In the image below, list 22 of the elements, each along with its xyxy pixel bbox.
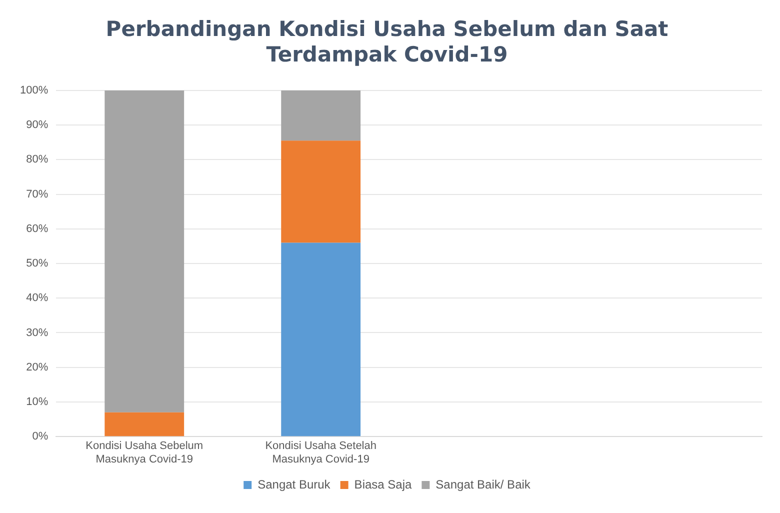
y-tick-label: 100% bbox=[20, 84, 48, 96]
bar bbox=[281, 90, 361, 141]
legend-label: Sangat Buruk bbox=[258, 477, 332, 492]
y-tick-label: 40% bbox=[26, 292, 48, 304]
chart-title: Perbandingan Kondisi Usaha Sebelum dan Saat Terdampak Covid-19 bbox=[106, 17, 668, 66]
y-tick-label: 60% bbox=[26, 222, 48, 235]
y-tick-label: 80% bbox=[26, 154, 48, 166]
y-tick-label: 10% bbox=[26, 396, 48, 408]
bar bbox=[104, 412, 184, 436]
bar bbox=[281, 140, 361, 243]
legend-label: Biasa Saja bbox=[354, 477, 412, 492]
legend-label: Sangat Baik/ Baik bbox=[436, 477, 532, 492]
bar bbox=[104, 90, 184, 412]
y-tick-label: 90% bbox=[26, 119, 48, 132]
y-tick-label: 0% bbox=[32, 430, 48, 443]
x-tick-label: Kondisi Usaha Setelah Masuknya Covid-19 bbox=[265, 440, 376, 466]
x-tick-label: Kondisi Usaha Sebelum Masuknya Covid-19 bbox=[86, 440, 204, 466]
y-tick-label: 20% bbox=[26, 361, 48, 374]
y-tick-label: 70% bbox=[26, 188, 48, 200]
y-tick-label: 30% bbox=[26, 326, 48, 339]
y-tick-label: 50% bbox=[26, 258, 48, 270]
bar bbox=[281, 242, 361, 436]
